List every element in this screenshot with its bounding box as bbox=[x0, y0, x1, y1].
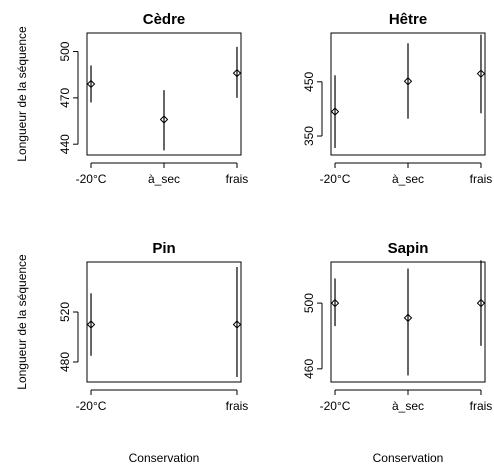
data-point bbox=[403, 77, 413, 86]
y-axis-label: Longueur de la séquence bbox=[15, 26, 29, 162]
y-tick-label: 500 bbox=[302, 293, 316, 313]
x-tick-label: frais bbox=[226, 172, 249, 186]
x-tick-label: frais bbox=[470, 172, 493, 186]
y-tick-label: 470 bbox=[58, 88, 72, 108]
data-point bbox=[330, 107, 340, 116]
data-point bbox=[86, 320, 96, 329]
panel-3: Pin 480 520 -20°C frais Longueur de la séquen… bbox=[15, 240, 248, 465]
panel-title: Sapin bbox=[388, 240, 429, 257]
y-axis-label: Longueur de la séquence bbox=[15, 254, 29, 390]
x-tick-label: à_sec bbox=[392, 172, 424, 186]
y-tick-label: 440 bbox=[58, 134, 72, 154]
x-axis-label: Conservation bbox=[373, 451, 444, 465]
x-tick-label: -20°C bbox=[76, 172, 107, 186]
data-point bbox=[403, 313, 413, 323]
y-tick-label: 450 bbox=[302, 71, 316, 91]
x-tick-label: frais bbox=[470, 399, 493, 413]
data-point bbox=[476, 69, 486, 78]
x-tick-label: -20°C bbox=[320, 399, 351, 413]
panel-title: Cèdre bbox=[143, 11, 186, 28]
x-tick-label: frais bbox=[226, 399, 249, 413]
y-tick-label: 520 bbox=[58, 302, 72, 322]
y-tick-label: 480 bbox=[58, 352, 72, 372]
plot-frame bbox=[330, 32, 486, 156]
x-tick-label: à_sec bbox=[148, 172, 180, 186]
x-axis-label: Conservation bbox=[129, 451, 200, 465]
y-tick-label: 350 bbox=[302, 126, 316, 146]
y-tick-label: 460 bbox=[302, 359, 316, 379]
x-tick-label: -20°C bbox=[76, 399, 107, 413]
plot-frame bbox=[86, 261, 242, 383]
plot-frame bbox=[86, 32, 242, 156]
data-point bbox=[232, 320, 242, 329]
data-point bbox=[86, 79, 96, 89]
panel-4: Sapin 460 500 -20°C à_sec frais Conservation bbox=[302, 240, 492, 465]
data-point bbox=[476, 298, 486, 308]
plot-frame bbox=[330, 261, 486, 383]
x-tick-label: -20°C bbox=[320, 172, 351, 186]
panel-title: Hêtre bbox=[389, 11, 427, 28]
panel-title: Pin bbox=[152, 240, 175, 257]
y-tick-label: 500 bbox=[58, 41, 72, 61]
data-point bbox=[330, 298, 340, 308]
panel-2: Hêtre 350 450 -20°C à_sec frais bbox=[302, 11, 492, 186]
data-point bbox=[159, 115, 169, 124]
panel-1: Cèdre 440 470 500 -20°C à_sec frais Longueur de… bbox=[15, 11, 248, 186]
data-point bbox=[232, 68, 242, 78]
x-tick-label: à_sec bbox=[392, 399, 424, 413]
